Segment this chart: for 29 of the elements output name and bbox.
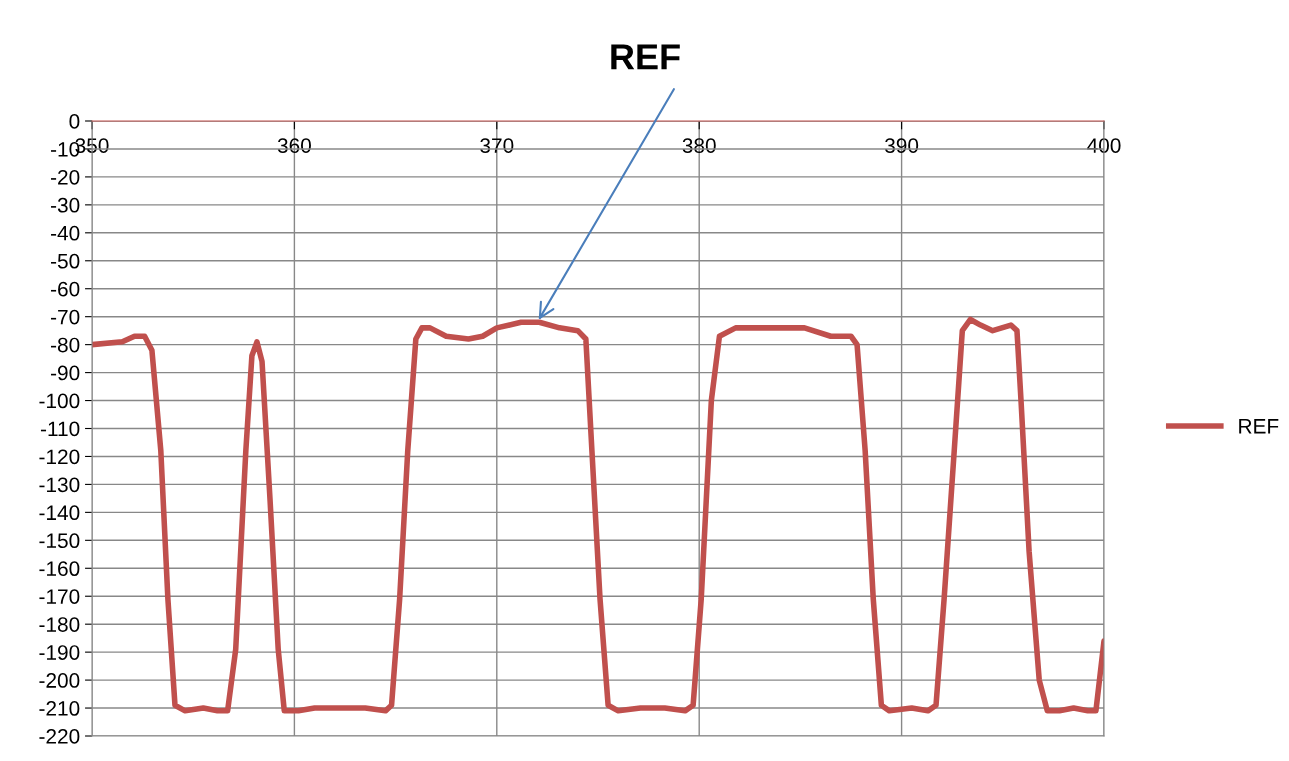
y-tick-label: -90 <box>51 365 80 381</box>
y-tick-label: -140 <box>39 505 80 521</box>
y-tick-label: -80 <box>51 337 80 353</box>
y-tick-label: -30 <box>51 197 80 213</box>
y-tick-label: -210 <box>39 701 80 716</box>
y-tick-label: -120 <box>39 449 80 465</box>
annotation: REF <box>611 44 680 70</box>
y-tick-label: -160 <box>39 561 80 577</box>
y-tick-label: -100 <box>39 393 80 409</box>
y-tick-label: -130 <box>39 477 80 493</box>
legend-label: REF <box>1239 419 1279 434</box>
y-tick-label: -70 <box>51 309 80 325</box>
y-tick-label: -180 <box>39 617 80 632</box>
x-tick-label: 390 <box>885 138 919 153</box>
y-tick-label: -40 <box>51 225 80 241</box>
y-tick-label: -190 <box>39 645 80 660</box>
y-tick-label: -60 <box>51 281 80 297</box>
y-tick-label: -20 <box>51 169 80 185</box>
y-tick-label: 0 <box>69 114 80 129</box>
y-tick-label: -50 <box>51 253 80 269</box>
y-tick-label: -150 <box>39 533 80 549</box>
y-tick-label: -200 <box>39 673 80 688</box>
x-tick-label: 380 <box>682 138 716 153</box>
y-tick-label: -110 <box>40 421 80 437</box>
x-tick-label: 370 <box>480 138 514 153</box>
y-tick-label: -220 <box>39 729 80 744</box>
x-tick-label: 400 <box>1087 138 1121 153</box>
y-tick-label: -170 <box>39 589 80 604</box>
x-tick-label: 360 <box>277 138 311 153</box>
